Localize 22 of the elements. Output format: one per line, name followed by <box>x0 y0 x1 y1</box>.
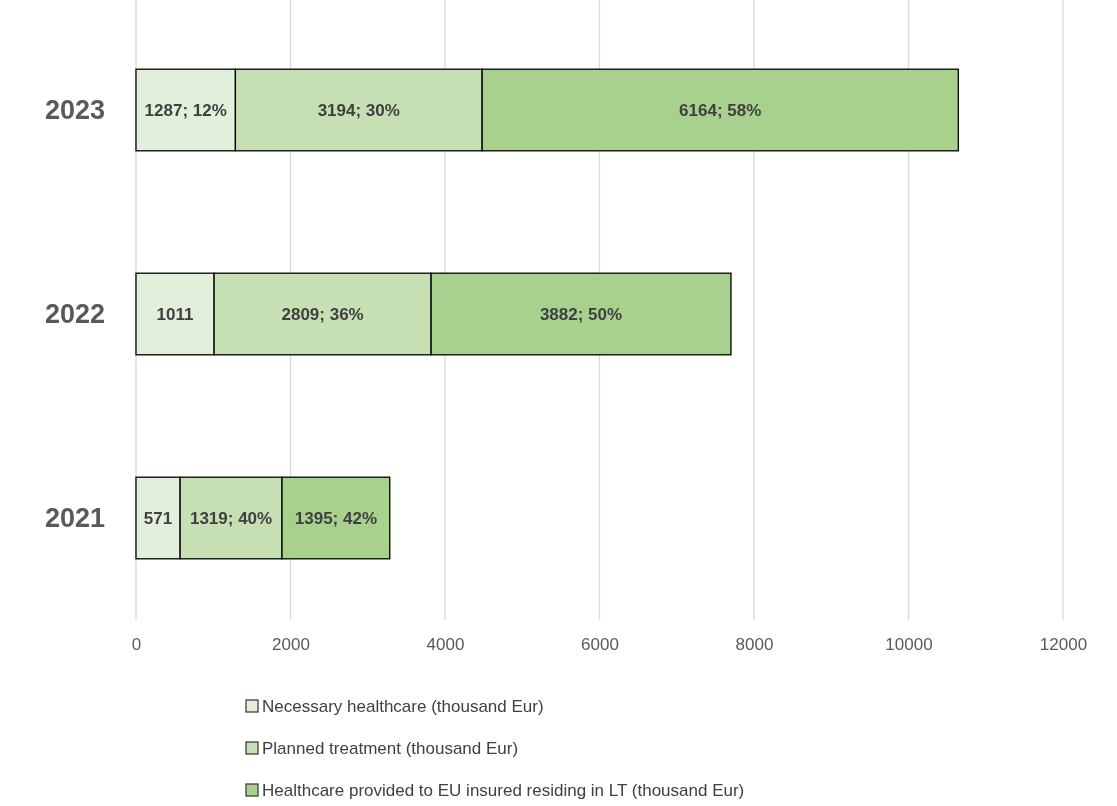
y-tick-label: 2023 <box>44 94 105 125</box>
data-label: 2809; 36% <box>281 304 364 324</box>
x-tick-label: 8000 <box>735 635 774 655</box>
x-tick-label: 10000 <box>885 635 933 655</box>
x-tick-label: 0 <box>131 635 142 655</box>
y-tick-label: 2022 <box>44 298 105 329</box>
data-label: 1319; 40% <box>189 508 273 528</box>
data-label: 6164; 58% <box>679 100 762 120</box>
y-tick-label: 2021 <box>44 502 105 533</box>
data-label: 1395; 42% <box>294 508 377 528</box>
data-label: 571 <box>143 508 173 528</box>
x-tick-label: 4000 <box>426 635 465 655</box>
data-label: 1287; 12% <box>144 100 227 120</box>
x-tick-label: 12000 <box>1039 635 1088 655</box>
legend-label: Healthcare provided to EU insured residing in LT (thousand Eur) <box>262 780 745 800</box>
data-label: 3194; 30% <box>317 100 400 120</box>
legend-label: Planned treatment (thousand Eur) <box>262 738 519 758</box>
data-label: 3882; 50% <box>539 304 623 324</box>
legend-label: Necessary healthcare (thousand Eur) <box>262 696 544 716</box>
x-tick-label: 2000 <box>272 635 310 655</box>
data-label: 1011 <box>156 304 194 324</box>
x-tick-label: 6000 <box>581 635 619 655</box>
